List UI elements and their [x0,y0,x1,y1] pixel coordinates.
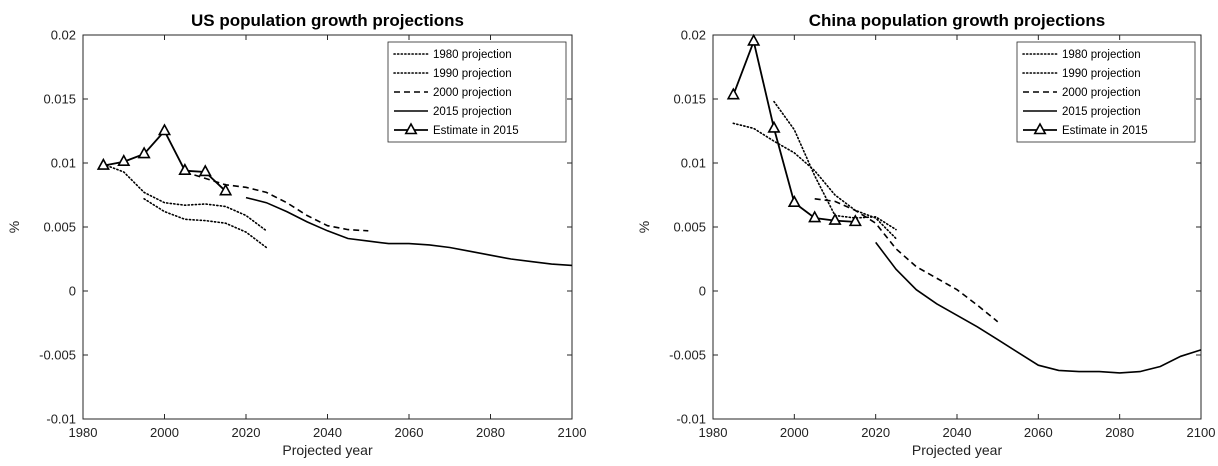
y-tick-label: 0.005 [673,220,706,235]
y-axis-label: % [636,221,652,233]
series-line-1980-projection [102,163,268,232]
legend-entry-label: 1990 projection [1062,68,1141,80]
legend: 1980 projection 1990 projection 2000 proje… [1016,41,1196,143]
x-tick-label: 2080 [1105,425,1134,440]
x-tick-label: 2060 [1024,425,1053,440]
data-point-marker [178,163,192,175]
series-line-2015-projection [875,241,1202,374]
y-axis-label: % [6,221,22,233]
series-line-2000-projection [814,198,999,323]
data-point-marker [726,87,740,100]
data-point-marker [117,154,131,167]
y-tick-label: 0 [699,284,706,299]
series-line-1990-projection [143,198,268,249]
x-tick-label: 1980 [699,425,728,440]
y-tick-label: 0.005 [43,220,76,235]
legend-entry-label: 1980 projection [433,49,512,61]
x-tick-label: 2000 [150,425,179,440]
chart-panel-1: China population growth projections 1980 2… [636,11,1215,458]
data-point-marker [157,123,172,136]
x-tick-label: 2100 [1187,425,1216,440]
x-tick-label: 2100 [558,425,587,440]
data-point-marker [808,210,822,223]
x-axis-label: Projected year [282,442,373,458]
x-tick-label: 1980 [69,425,98,440]
y-tick-label: 0.015 [43,92,76,107]
y-tick-label: 0.01 [51,156,76,171]
y-tick-label: 0.02 [681,28,706,43]
legend: 1980 projection 1990 projection 2000 proje… [387,41,567,143]
data-point-marker [198,164,212,177]
x-tick-label: 2020 [861,425,890,440]
data-point-marker [787,195,801,207]
legend-entry-label: 2015 projection [433,106,512,118]
data-point-marker [828,212,842,225]
x-tick-label: 2040 [943,425,972,440]
y-tick-label: 0.01 [681,156,706,171]
chart-title: US population growth projections [191,11,464,30]
legend-entry-label: 2000 projection [433,87,512,99]
series-line-2015-projection [245,196,573,267]
legend-entry-label: 1990 projection [433,68,512,80]
legend-entry-label: 1980 projection [1062,49,1141,61]
data-point-marker [848,214,862,227]
y-tick-label: 0.02 [51,28,76,43]
x-tick-label: 2080 [476,425,505,440]
y-tick-label: 0 [69,284,76,299]
chart-title: China population growth projections [809,11,1106,30]
data-point-marker [96,157,110,170]
y-tick-label: -0.005 [669,348,706,363]
data-point-marker [747,33,761,46]
x-tick-label: 2020 [232,425,261,440]
legend-entry-label: Estimate in 2015 [433,125,519,137]
y-tick-label: -0.01 [46,412,76,427]
data-point-marker [767,120,781,133]
y-tick-label: 0.015 [673,92,706,107]
x-tick-label: 2040 [313,425,342,440]
legend-entry-label: Estimate in 2015 [1062,125,1148,137]
x-tick-label: 2060 [395,425,424,440]
legend-marker [1033,122,1047,135]
data-point-marker [219,183,233,196]
legend-entry-label: 2015 projection [1062,106,1141,118]
x-tick-label: 2000 [780,425,809,440]
y-tick-label: -0.005 [39,348,76,363]
legend-marker [404,122,418,135]
series-line-1990-projection [773,100,897,231]
x-axis-label: Projected year [912,442,1003,458]
data-point-marker [137,146,151,159]
chart-panel-0: US population growth projections 1980 2000… [6,11,586,458]
legend-entry-label: 2000 projection [1062,87,1141,99]
series-line-1980-projection [732,122,897,240]
y-tick-label: -0.01 [676,412,706,427]
